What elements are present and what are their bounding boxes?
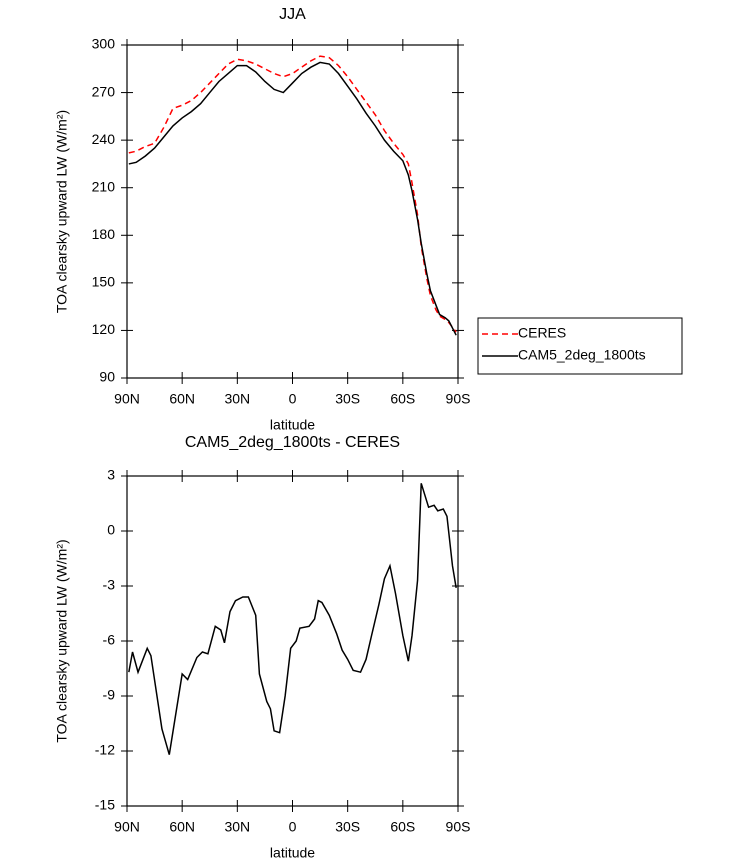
chart-title: CAM5_2deg_1800ts - CERES xyxy=(185,434,400,451)
x-tick-label: 30S xyxy=(335,819,360,835)
y-tick-label: -6 xyxy=(103,632,116,648)
y-tick-label: 120 xyxy=(92,321,116,337)
plot-frame xyxy=(126,475,459,807)
x-tick-label: 90N xyxy=(114,819,140,835)
x-tick-label: 30S xyxy=(335,391,360,407)
y-tick-label: 90 xyxy=(99,369,115,385)
y-tick-label: 3 xyxy=(107,467,115,483)
y-tick-label: 0 xyxy=(107,522,115,538)
plot-frame xyxy=(126,44,459,379)
x-tick-label: 30N xyxy=(224,391,250,407)
x-tick-label: 90S xyxy=(446,819,471,835)
y-tick-label: 300 xyxy=(92,36,116,52)
x-tick-label: 0 xyxy=(289,391,297,407)
y-tick-label: 210 xyxy=(92,178,116,194)
x-tick-label: 60S xyxy=(390,391,415,407)
x-tick-label: 60N xyxy=(169,819,195,835)
x-tick-label: 30N xyxy=(224,819,250,835)
legend-label: CAM5_2deg_1800ts xyxy=(518,347,646,363)
y-tick-label: -9 xyxy=(103,687,116,703)
x-axis-label: latitude xyxy=(270,845,315,861)
y-tick-label: 180 xyxy=(92,226,116,242)
x-tick-label: 60S xyxy=(390,819,415,835)
x-tick-label: 60N xyxy=(169,391,195,407)
y-axis-label: TOA clearsky upward LW (W/m²) xyxy=(54,539,70,742)
legend-label: CERES xyxy=(518,325,566,341)
x-tick-label: 90S xyxy=(446,391,471,407)
x-tick-label: 90N xyxy=(114,391,140,407)
x-axis-label: latitude xyxy=(270,417,315,433)
y-tick-label: -12 xyxy=(95,742,115,758)
y-tick-label: 270 xyxy=(92,83,116,99)
series-line xyxy=(128,61,457,336)
y-tick-label: 150 xyxy=(92,274,116,290)
series-line xyxy=(128,55,457,333)
y-axis-label: TOA clearsky upward LW (W/m²) xyxy=(54,110,70,313)
legend-box xyxy=(477,317,683,375)
chart-title: JJA xyxy=(279,6,306,23)
y-tick-label: 240 xyxy=(92,131,116,147)
series-line xyxy=(128,483,457,755)
y-tick-label: -15 xyxy=(95,797,115,813)
x-tick-label: 0 xyxy=(289,819,297,835)
y-tick-label: -3 xyxy=(103,577,116,593)
